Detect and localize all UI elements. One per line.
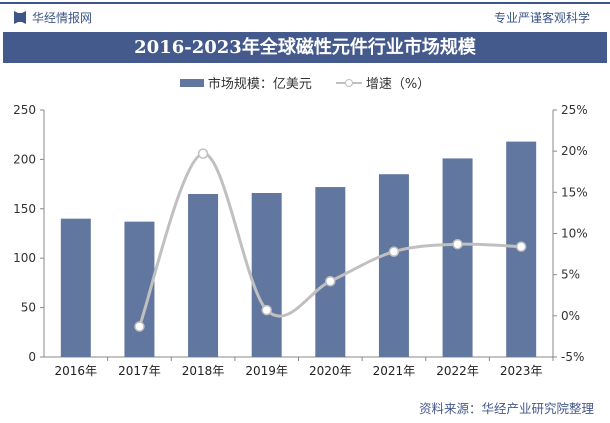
- left-tick-label: 150: [13, 202, 36, 216]
- right-tick-label: -5%: [561, 350, 584, 364]
- growth-point: [388, 246, 400, 257]
- bar: [378, 174, 409, 357]
- source-note: 资料来源：华经产业研究院整理: [418, 401, 594, 416]
- growth-point: [452, 238, 463, 250]
- x-tick-label: 2020年: [309, 364, 352, 378]
- left-tick-label: 50: [21, 301, 36, 315]
- bar: [251, 192, 282, 357]
- growth-point: [197, 148, 209, 159]
- x-tick-label: 2021年: [373, 364, 416, 378]
- left-tick-label: 100: [13, 251, 36, 265]
- right-tick-label: 0%: [561, 309, 580, 323]
- bar: [188, 193, 219, 357]
- bar: [315, 187, 346, 357]
- legend-item-bar: 市场规模：亿美元: [179, 73, 312, 92]
- x-tick-label: 2019年: [245, 364, 288, 378]
- x-tick-label: 2022年: [436, 364, 479, 378]
- right-tick-label: 20%: [561, 144, 588, 158]
- right-tick-label: 5%: [561, 268, 580, 282]
- x-tick-label: 2018年: [182, 364, 225, 378]
- x-tick-label: 2016年: [55, 364, 98, 378]
- growth-point: [325, 276, 336, 287]
- bar-swatch-icon: [179, 78, 204, 87]
- slogan: 专业严谨客观科学: [493, 11, 590, 25]
- x-tick-label: 2017年: [118, 364, 161, 378]
- left-tick-label: 200: [13, 152, 36, 166]
- brand-name: 华经情报网: [32, 11, 93, 25]
- top-rule: [0, 2, 610, 4]
- growth-point: [134, 321, 145, 332]
- logo-icon: [14, 11, 26, 24]
- growth-line: [138, 152, 522, 328]
- brand: 华经情报网: [14, 9, 92, 26]
- growth-point: [261, 304, 272, 316]
- left-tick-label: 250: [13, 103, 36, 117]
- chart-title: 2016-2023年全球磁性元件行业市场规模: [3, 32, 607, 63]
- line-swatch-icon: [335, 78, 362, 87]
- bar: [442, 158, 473, 357]
- legend-label: 增速（%）: [365, 77, 431, 92]
- bar: [60, 218, 91, 357]
- right-tick-label: 10%: [561, 227, 588, 241]
- growth-point: [515, 241, 527, 252]
- right-tick-label: 15%: [561, 185, 588, 199]
- right-tick-label: 25%: [561, 103, 588, 117]
- x-tick-label: 2023年: [500, 364, 543, 378]
- legend-label: 市场规模：亿美元: [207, 77, 312, 92]
- left-tick-label: 0: [28, 350, 36, 364]
- legend-item-line: 增速（%）: [335, 73, 431, 92]
- legend: 市场规模：亿美元 增速（%）: [0, 73, 610, 92]
